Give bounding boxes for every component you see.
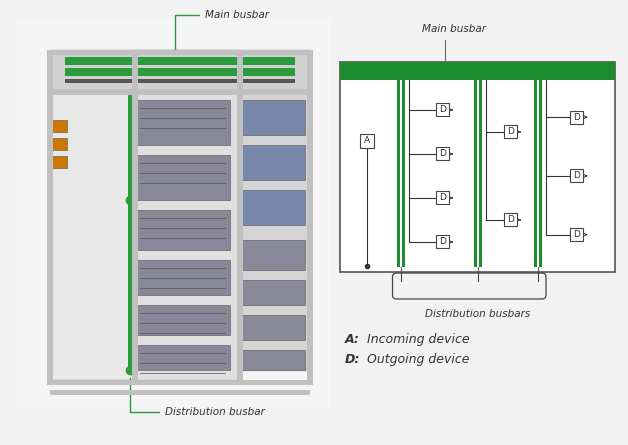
Bar bbox=[135, 260, 230, 295]
Text: Main busbar: Main busbar bbox=[175, 10, 269, 59]
Bar bbox=[240, 350, 305, 370]
Bar bbox=[65, 68, 295, 76]
Bar bbox=[135, 155, 230, 200]
Bar bbox=[240, 240, 305, 270]
Bar bbox=[240, 145, 305, 180]
Bar bbox=[135, 345, 230, 370]
Text: Distribution busbar: Distribution busbar bbox=[130, 378, 265, 417]
Bar bbox=[52, 138, 67, 150]
Bar bbox=[436, 147, 450, 160]
Bar bbox=[474, 80, 482, 267]
Bar bbox=[240, 280, 305, 305]
Bar bbox=[235, 60, 310, 370]
Bar bbox=[240, 190, 305, 225]
Bar bbox=[50, 390, 310, 395]
Text: D: D bbox=[440, 150, 447, 158]
Bar bbox=[360, 134, 374, 148]
Bar bbox=[52, 120, 67, 132]
Text: D: D bbox=[573, 230, 580, 239]
Bar bbox=[537, 80, 539, 267]
Text: D:: D: bbox=[345, 353, 360, 366]
Bar bbox=[50, 50, 310, 55]
Bar bbox=[240, 100, 305, 135]
Text: D: D bbox=[573, 113, 580, 122]
Bar bbox=[436, 191, 450, 204]
Text: Incoming device: Incoming device bbox=[363, 333, 470, 346]
Bar bbox=[15, 18, 330, 408]
Bar bbox=[128, 90, 133, 370]
Text: A:: A: bbox=[345, 333, 360, 346]
Text: Distribution busbars: Distribution busbars bbox=[425, 309, 530, 319]
Bar bbox=[436, 103, 450, 117]
Text: D: D bbox=[573, 171, 580, 180]
Bar bbox=[534, 80, 542, 267]
Bar bbox=[340, 62, 615, 80]
Bar bbox=[570, 170, 583, 182]
Bar bbox=[237, 50, 243, 385]
Bar bbox=[570, 111, 583, 124]
Text: Main busbar: Main busbar bbox=[423, 24, 487, 68]
Bar bbox=[65, 57, 295, 65]
Bar bbox=[65, 79, 295, 83]
Text: D: D bbox=[440, 105, 447, 114]
Bar bbox=[135, 305, 230, 335]
Bar bbox=[396, 80, 404, 267]
Bar bbox=[240, 315, 305, 340]
Text: A: A bbox=[364, 136, 371, 145]
Bar bbox=[504, 125, 517, 138]
Bar bbox=[504, 214, 517, 227]
Bar bbox=[399, 80, 401, 267]
Text: D: D bbox=[507, 127, 514, 136]
Bar bbox=[52, 156, 67, 168]
Bar bbox=[50, 380, 310, 385]
Bar bbox=[340, 62, 615, 272]
Bar bbox=[135, 210, 230, 250]
Bar bbox=[132, 50, 138, 385]
Text: D: D bbox=[507, 215, 514, 224]
Bar bbox=[436, 235, 450, 248]
Text: D: D bbox=[440, 238, 447, 247]
Bar bbox=[50, 55, 135, 380]
Bar bbox=[130, 50, 240, 380]
Bar bbox=[50, 90, 310, 95]
Bar bbox=[570, 228, 583, 241]
Text: D: D bbox=[440, 194, 447, 202]
Bar bbox=[50, 50, 310, 90]
Bar bbox=[307, 50, 313, 385]
Bar bbox=[477, 80, 479, 267]
Bar bbox=[47, 50, 53, 385]
Bar bbox=[135, 100, 230, 145]
Text: Outgoing device: Outgoing device bbox=[363, 353, 470, 366]
